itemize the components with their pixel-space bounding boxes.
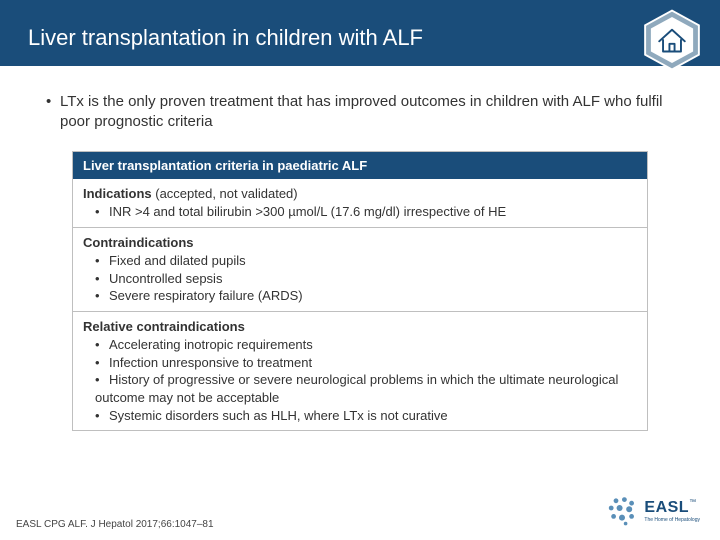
logo-tm: ™ (689, 499, 696, 506)
content-area: • LTx is the only proven treatment that … (0, 66, 720, 431)
bullet-dot: • (46, 92, 60, 133)
section-label: Relative contraindications (83, 318, 637, 336)
section-label: Contraindications (83, 234, 637, 252)
list-item: History of progressive or severe neurolo… (95, 371, 637, 406)
home-icon[interactable] (640, 8, 704, 72)
section-label: Indications (accepted, not validated) (83, 185, 637, 203)
list-item: INR >4 and total bilirubin >300 µmol/L (… (95, 203, 637, 221)
list-item: Severe respiratory failure (ARDS) (95, 287, 637, 305)
slide-title: Liver transplantation in children with A… (28, 25, 423, 51)
easl-logo: EASL™ The Home of Hepatology (604, 496, 700, 526)
criteria-table: Liver transplantation criteria in paedia… (72, 151, 648, 432)
lead-text: LTx is the only proven treatment that ha… (60, 92, 674, 133)
list-item: Fixed and dilated pupils (95, 252, 637, 270)
logo-text-sub: The Home of Hepatology (644, 517, 700, 523)
list-item: Uncontrolled sepsis (95, 270, 637, 288)
slide-header: Liver transplantation in children with A… (0, 10, 720, 66)
lead-bullet: • LTx is the only proven treatment that … (46, 92, 674, 133)
table-section: Relative contraindicationsAccelerating i… (73, 311, 647, 430)
section-list: INR >4 and total bilirubin >300 µmol/L (… (83, 203, 637, 221)
section-list: Accelerating inotropic requirementsInfec… (83, 336, 637, 424)
list-item: Infection unresponsive to treatment (95, 354, 637, 372)
logo-text-main: EASL (644, 499, 689, 516)
list-item: Systemic disorders such as HLH, where LT… (95, 407, 637, 425)
list-item: Accelerating inotropic requirements (95, 336, 637, 354)
top-strip (0, 0, 720, 10)
table-section: ContraindicationsFixed and dilated pupil… (73, 227, 647, 311)
section-list: Fixed and dilated pupilsUncontrolled sep… (83, 252, 637, 305)
table-section: Indications (accepted, not validated)INR… (73, 179, 647, 227)
footer-reference: EASL CPG ALF. J Hepatol 2017;66:1047–81 (16, 519, 214, 530)
table-header: Liver transplantation criteria in paedia… (73, 152, 647, 179)
logo-mark-icon (604, 496, 640, 526)
